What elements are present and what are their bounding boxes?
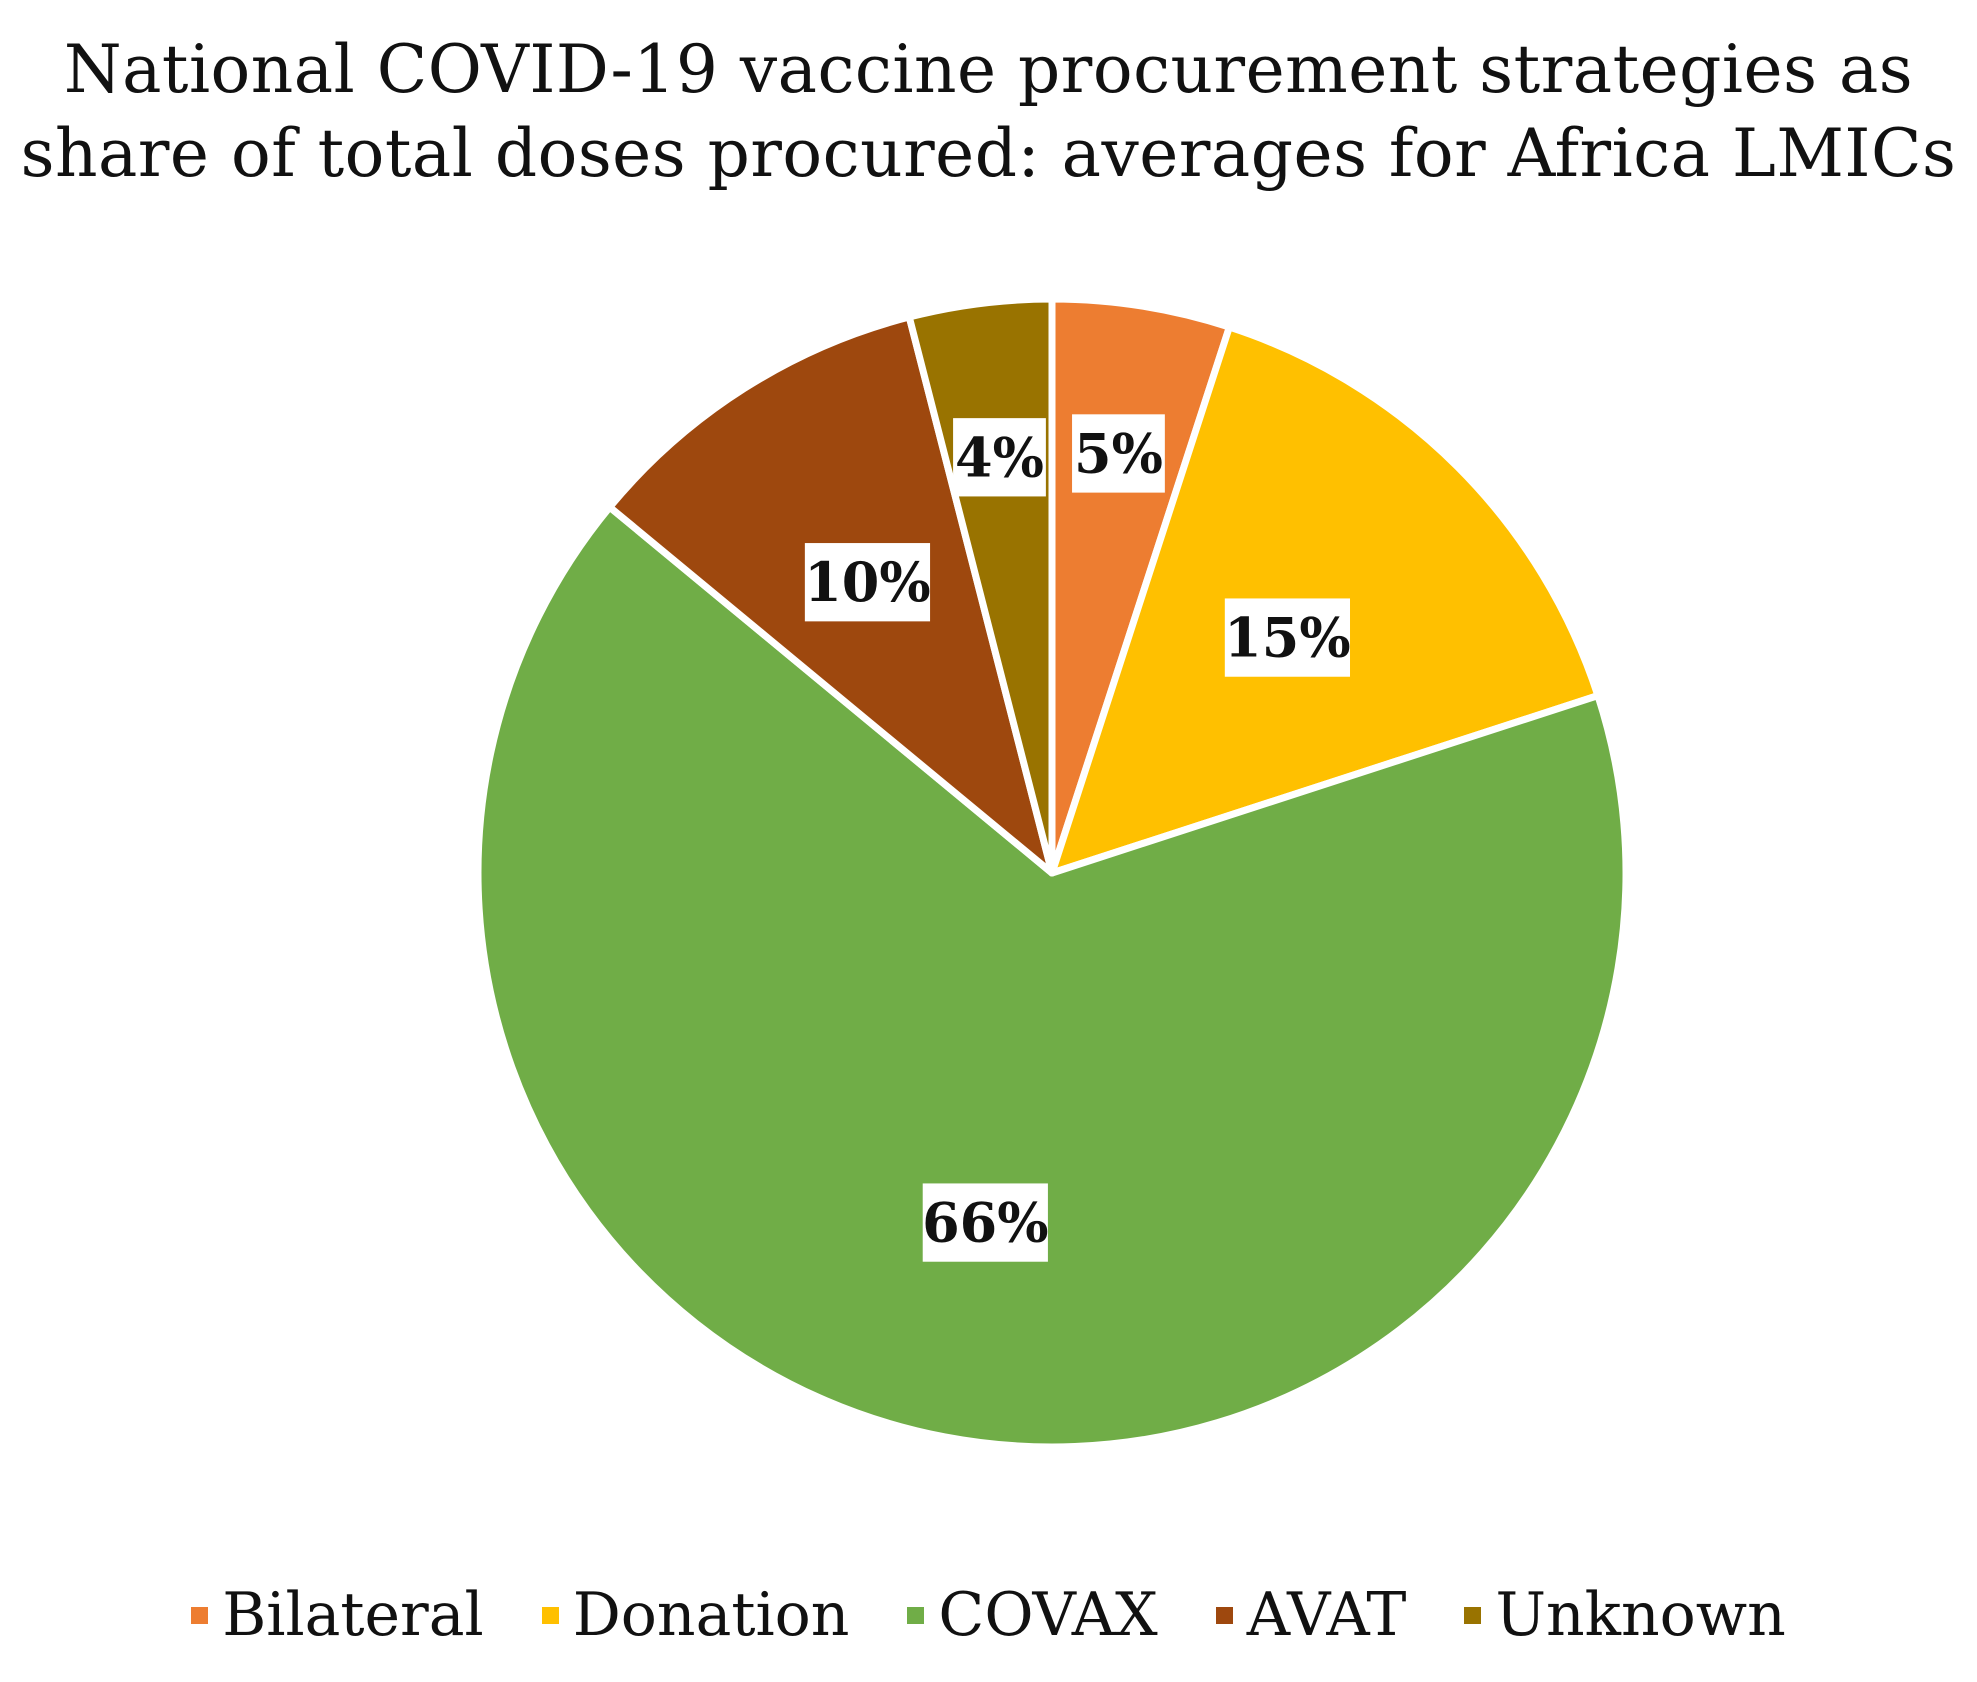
data-label-avat: 10% [804,543,931,622]
data-label-text-bilateral: 5% [1074,421,1163,485]
legend-label-covax: COVAX [938,1580,1158,1650]
data-label-unknown: 4% [953,418,1046,497]
legend-swatch-unknown [1464,1606,1482,1624]
chart-title-line-1: National COVID-19 vaccine procurement st… [63,31,1914,108]
data-label-bilateral: 5% [1072,414,1165,493]
chart-title-line-2: share of total doses procured: averages … [20,115,1957,192]
pie-slice-covax [474,503,1630,1451]
data-label-text-unknown: 4% [955,425,1044,489]
data-label-box-unknown [953,418,1046,497]
legend-swatch-bilateral [191,1606,209,1624]
data-label-text-donation: 15% [1224,606,1350,670]
legend-label-donation: Donation [572,1580,850,1650]
legend: Bilateral Donation COVAX AVAT Unknown [0,1580,1977,1650]
data-label-box-donation [1224,598,1351,677]
legend-item-unknown: Unknown [1464,1580,1786,1650]
data-label-text-avat: 10% [804,550,930,614]
legend-label-unknown: Unknown [1495,1580,1786,1650]
chart-title: National COVID-19 vaccine procurement st… [0,28,1977,196]
legend-swatch-avat [1215,1606,1233,1624]
legend-swatch-donation [541,1606,559,1624]
data-label-box-covax [922,1183,1048,1262]
data-label-donation: 15% [1224,598,1351,677]
legend-item-avat: AVAT [1215,1580,1407,1650]
legend-label-bilateral: Bilateral [222,1580,484,1650]
data-label-box-bilateral [1072,414,1165,493]
legend-swatch-covax [907,1606,925,1624]
legend-label-avat: AVAT [1246,1580,1407,1650]
legend-item-donation: Donation [541,1580,850,1650]
data-label-box-avat [804,543,931,622]
legend-item-covax: COVAX [907,1580,1158,1650]
data-label-text-covax: 66% [922,1191,1048,1255]
data-label-covax: 66% [922,1183,1049,1262]
legend-item-bilateral: Bilateral [191,1580,484,1650]
